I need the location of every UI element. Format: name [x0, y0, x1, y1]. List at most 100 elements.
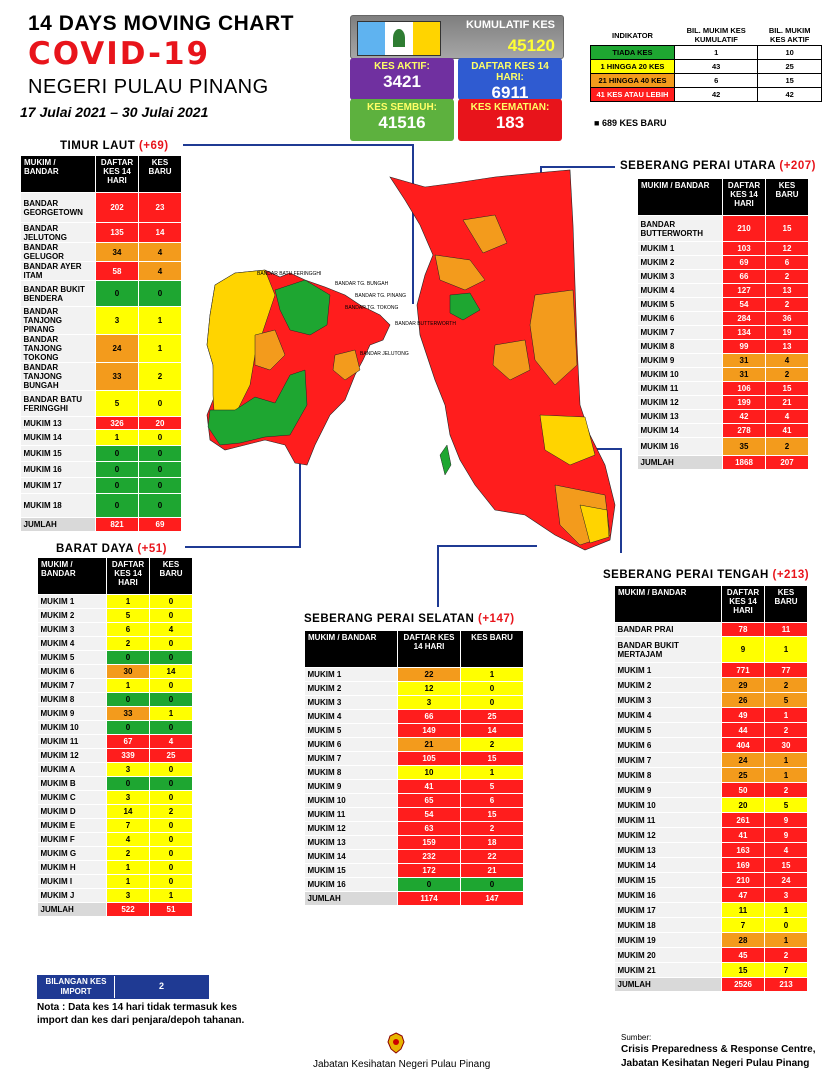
- total-row: JUMLAH 821 69: [20, 517, 182, 532]
- legend-kumulatif: 6: [673, 73, 759, 88]
- daftar-kes: 3: [106, 888, 150, 903]
- island-green-sw: [207, 369, 308, 446]
- table-row: MUKIM 11 67 4: [37, 734, 193, 749]
- kes-baru: 0: [149, 650, 193, 665]
- daftar-kes: 210: [722, 215, 766, 242]
- daftar-kes: 3: [106, 790, 150, 805]
- legend-aktif: 25: [757, 59, 822, 74]
- mukim-name: BANDAR PRAI: [614, 622, 722, 637]
- mukim-name: MUKIM 4: [614, 707, 722, 723]
- column-header: MUKIM / BANDAR: [304, 630, 398, 668]
- table-row: MUKIM 17 11 1: [614, 902, 808, 918]
- kes-baru: 2: [149, 804, 193, 819]
- daftar-kes: 33: [95, 362, 139, 391]
- title-spt: SEBERANG PERAI TENGAH (+213): [603, 569, 809, 581]
- daftar-kes: 24: [95, 334, 139, 363]
- mukim-name: MUKIM 8: [637, 339, 723, 354]
- kematian-box: KES KEMATIAN: 183: [458, 99, 562, 141]
- legend-indicator: 21 HINGGA 40 KES: [590, 73, 675, 88]
- daftar-kes: 45: [721, 947, 765, 963]
- kes-baru: 21: [765, 395, 809, 410]
- aktif-label: KES AKTIF:: [374, 61, 430, 72]
- kumulatif-value: 45120: [507, 36, 555, 55]
- import-label: BILANGAN KES IMPORT: [38, 976, 114, 998]
- table-row: MUKIM 11 54 15: [304, 807, 524, 822]
- daftar-kes: 7: [721, 917, 765, 933]
- daftar-kes: 14: [106, 804, 150, 819]
- total-label: JUMLAH: [637, 455, 723, 470]
- region-name: SEBERANG PERAI TENGAH: [603, 569, 769, 581]
- kes-baru: 2: [764, 677, 808, 693]
- title-spu: SEBERANG PERAI UTARA (+207): [620, 160, 816, 172]
- mukim-name: MUKIM 2: [37, 608, 107, 623]
- mukim-name: MUKIM 1: [614, 662, 722, 678]
- kes-baru: 1: [138, 334, 182, 363]
- kes-baru: 0: [149, 776, 193, 791]
- table-row: BANDAR BATU FERINGGHI 5 0: [20, 390, 182, 417]
- mainland-green: [449, 292, 481, 321]
- mukim-name: MUKIM H: [37, 860, 107, 875]
- table-row: MUKIM 11 261 9: [614, 812, 808, 828]
- table-row: MUKIM 3 26 5: [614, 692, 808, 708]
- daftar-kes: 44: [721, 722, 765, 738]
- mukim-name: MUKIM 17: [614, 902, 722, 918]
- kes-baru: 14: [138, 222, 182, 243]
- table-barat-daya: MUKIM / BANDAR DAFTAR KES 14 HARI KES BARU…: [37, 557, 193, 917]
- kes-baru: 25: [460, 709, 524, 724]
- mukim-name: MUKIM 10: [304, 793, 398, 808]
- mukim-name: MUKIM 6: [614, 737, 722, 753]
- table-header: MUKIM / BANDAR DAFTAR KES 14 HARI KES BARU: [304, 630, 524, 668]
- kes-baru: 0: [460, 695, 524, 710]
- daftar-kes: 2: [106, 636, 150, 651]
- table-row: MUKIM 12 339 25: [37, 748, 193, 763]
- daftar-kes: 0: [106, 692, 150, 707]
- table-row: MUKIM 9 31 4: [637, 353, 809, 368]
- mukim-name: MUKIM 12: [614, 827, 722, 843]
- kes-baru: 6: [765, 255, 809, 270]
- legend-row: TIADA KES 1 10: [590, 45, 822, 60]
- region-plus: (+69): [138, 140, 169, 152]
- kes-baru: 1: [460, 667, 524, 682]
- mukim-name: MUKIM 9: [614, 782, 722, 798]
- table-row: MUKIM 14 169 15: [614, 857, 808, 873]
- kes-baru: 0: [149, 594, 193, 609]
- kes-baru: 0: [149, 818, 193, 833]
- region-name: TIMUR LAUT: [60, 140, 136, 152]
- mukim-name: BANDAR BATU FERINGGHI: [20, 390, 96, 417]
- table-row: MUKIM 1 103 12: [637, 241, 809, 256]
- legend-header-indikator: INDIKATOR: [612, 30, 653, 40]
- kes-baru: 1: [764, 767, 808, 783]
- kes-baru: 0: [149, 636, 193, 651]
- mukim-name: MUKIM 6: [637, 311, 723, 326]
- kes-baru: 1: [460, 765, 524, 780]
- table-row: MUKIM 9 50 2: [614, 782, 808, 798]
- column-header: MUKIM / BANDAR: [637, 178, 723, 216]
- map-label-bt-ferringhi: BANDAR BATU FERINGGHI: [257, 271, 321, 277]
- total-label: JUMLAH: [37, 902, 107, 917]
- kes-baru: 2: [460, 821, 524, 836]
- mukim-name: MUKIM 1: [37, 594, 107, 609]
- mukim-name: MUKIM 19: [614, 932, 722, 948]
- daftar-kes: 106: [722, 381, 766, 396]
- mukim-name: MUKIM 9: [304, 779, 398, 794]
- mukim-name: MUKIM 5: [37, 650, 107, 665]
- mukim-name: MUKIM 14: [20, 429, 96, 446]
- daftar-kes: 31: [722, 353, 766, 368]
- daftar-kes: 169: [721, 857, 765, 873]
- table-row: MUKIM 6 21 2: [304, 737, 524, 752]
- mukim-name: MUKIM 10: [637, 367, 723, 382]
- map-label-butterworth: BANDAR BUTTERWORTH: [395, 321, 456, 327]
- table-spu: MUKIM / BANDAR DAFTAR KES 14 HARI KES BARU…: [637, 178, 809, 470]
- mukim-name: MUKIM 12: [304, 821, 398, 836]
- daftar-kes: 1: [95, 429, 139, 446]
- daftar-value: 6911: [491, 83, 529, 102]
- table-row: MUKIM 5 149 14: [304, 723, 524, 738]
- kes-baru: 22: [460, 849, 524, 864]
- daftar-kes: 5: [95, 390, 139, 417]
- mukim-name: BANDAR TANJONG TOKONG: [20, 334, 96, 363]
- kes-baru: 0: [149, 874, 193, 889]
- table-row: MUKIM 16 35 2: [637, 437, 809, 456]
- table-row: MUKIM 11 106 15: [637, 381, 809, 396]
